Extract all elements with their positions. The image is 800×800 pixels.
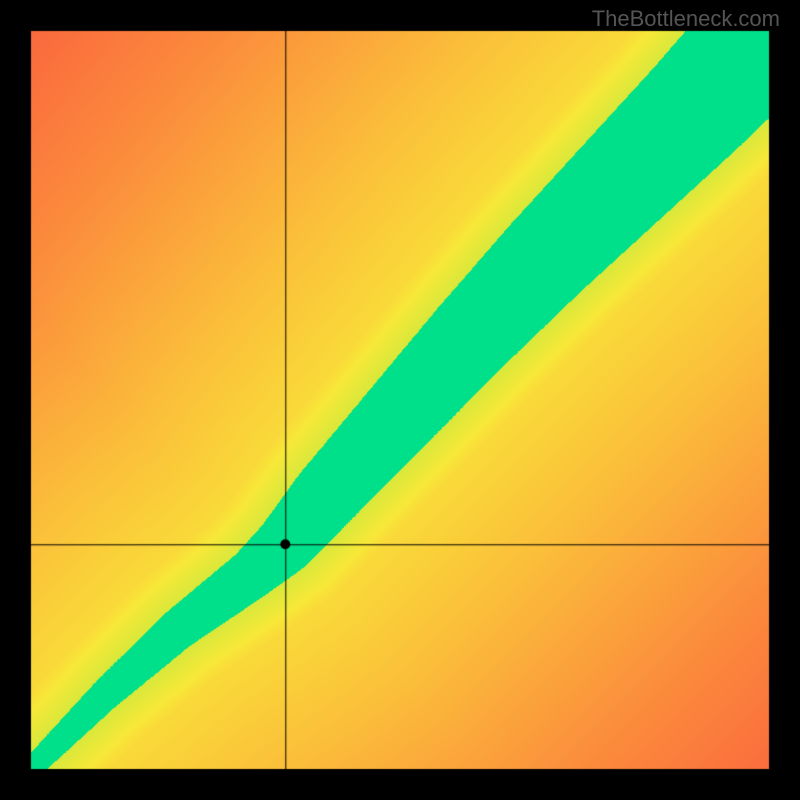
watermark-text: TheBottleneck.com — [592, 6, 780, 32]
chart-container: TheBottleneck.com — [0, 0, 800, 800]
bottleneck-heatmap — [0, 0, 800, 800]
